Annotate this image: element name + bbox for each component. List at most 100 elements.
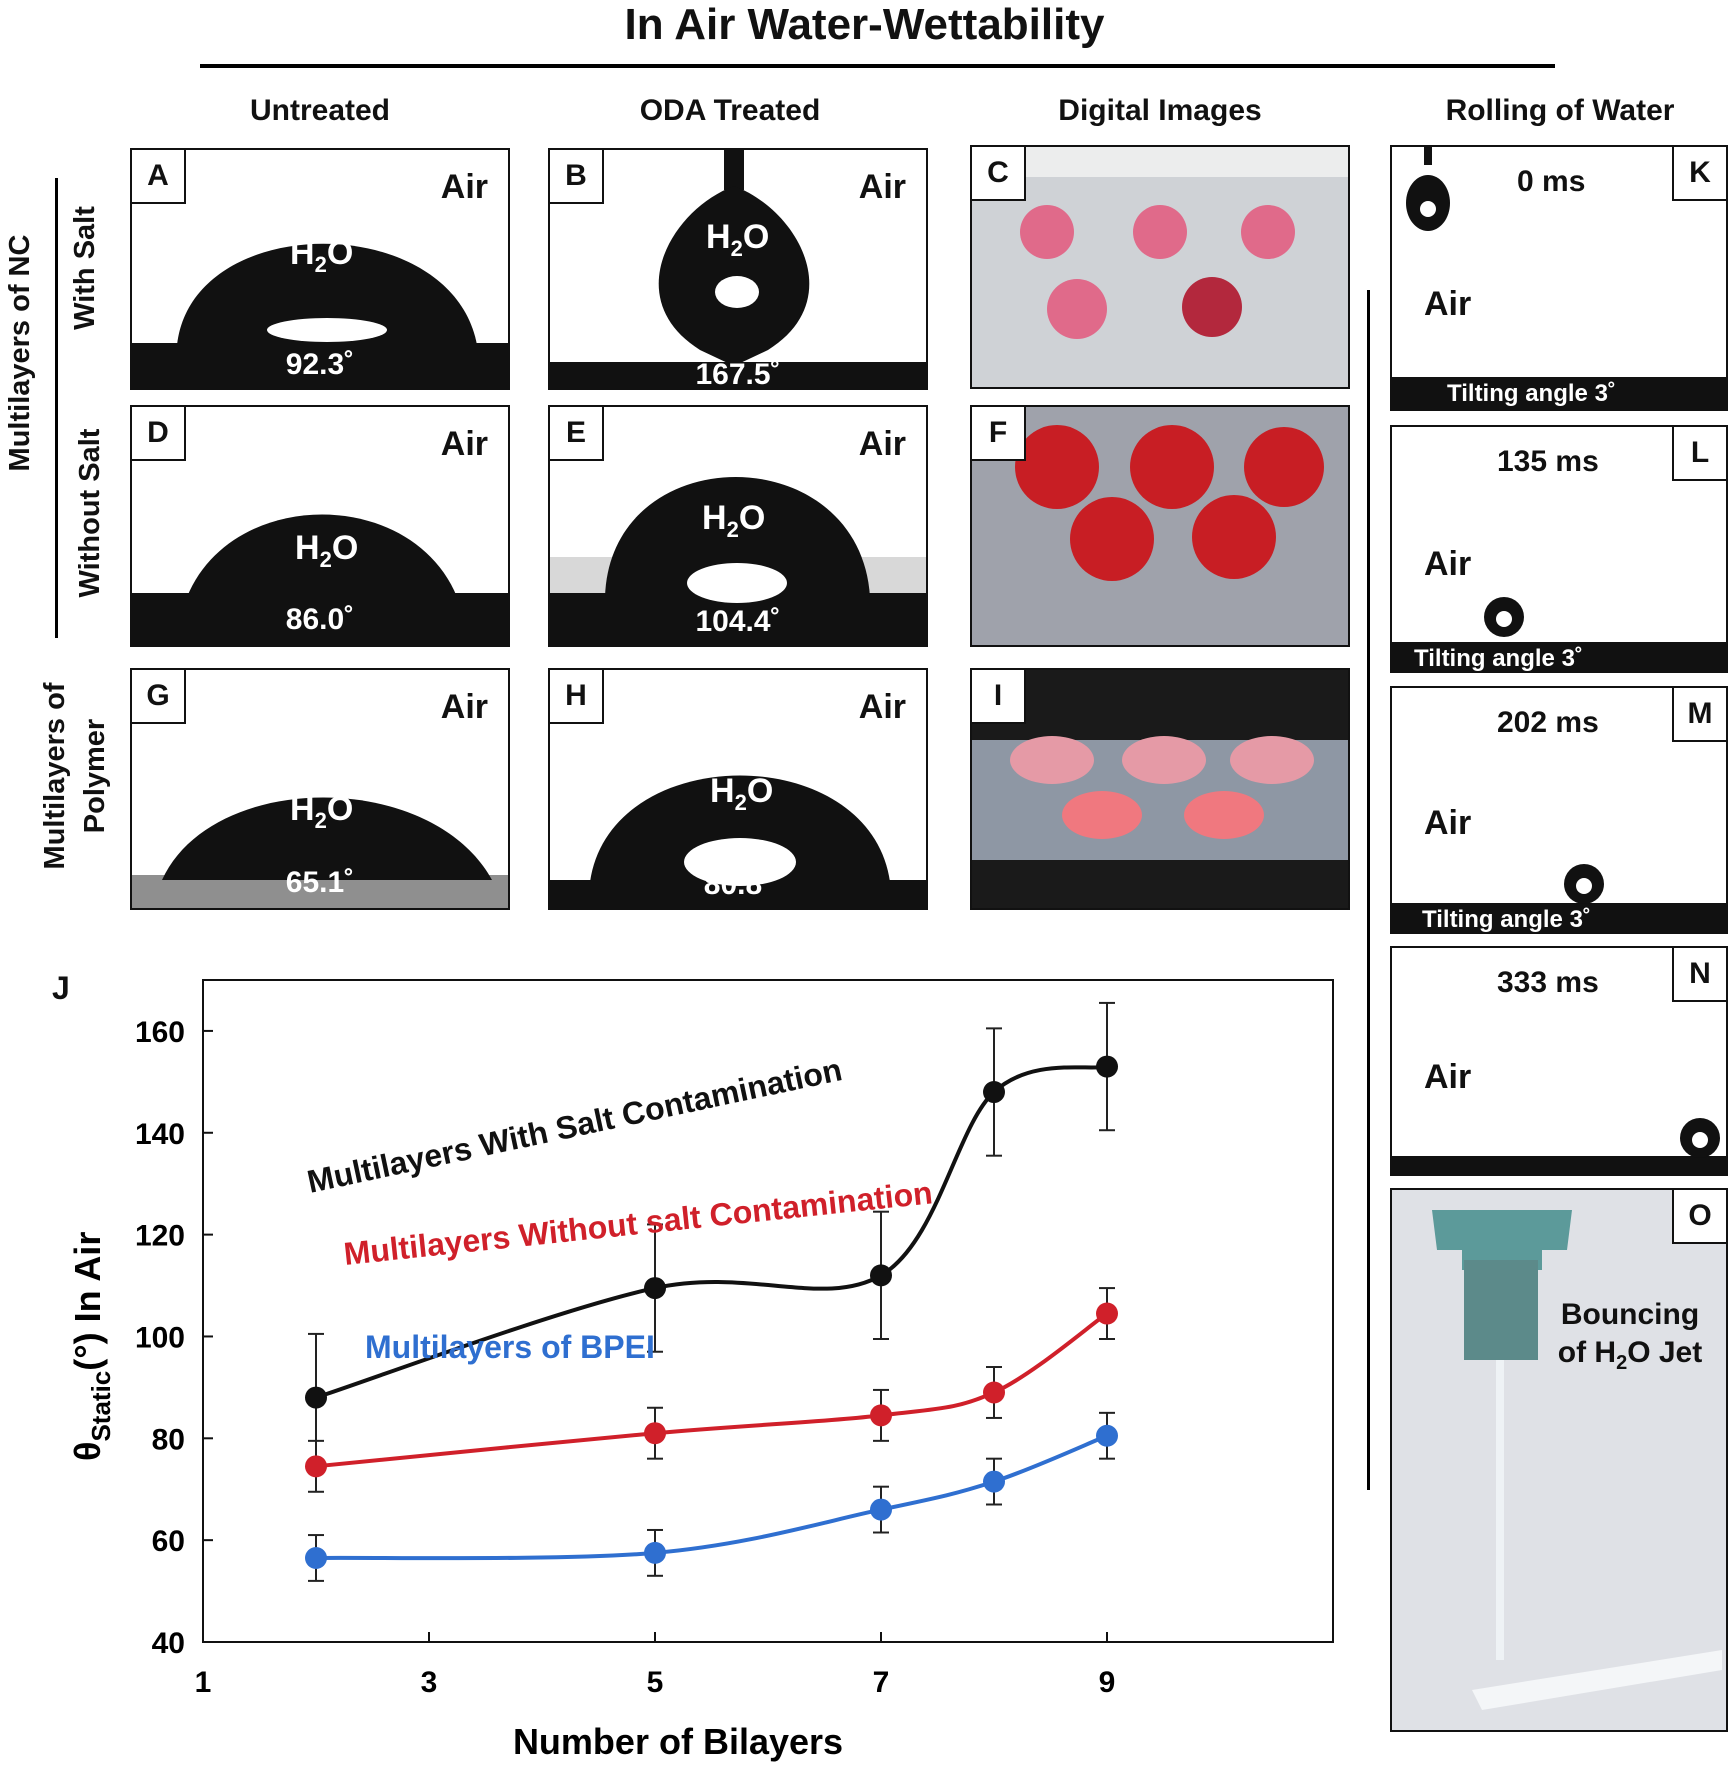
contact-angle: 167.5˚: [695, 358, 781, 390]
series-label: Multilayers Without salt Contamination: [342, 1174, 934, 1272]
series-label: Multilayers of BPEI: [365, 1329, 655, 1365]
title-rule: [200, 64, 1555, 68]
data-point: [870, 1498, 892, 1521]
y-tick-label: 160: [135, 1016, 185, 1049]
x-tick-label: 5: [647, 1666, 664, 1699]
droplet-image-e: [550, 477, 926, 645]
data-point: [870, 1264, 892, 1287]
droplet-image-d: [132, 514, 508, 645]
plot-frame: [202, 979, 1334, 1643]
tilt-label: Tilting angle 3˚: [1414, 645, 1583, 672]
panel-n: N 333 ms Air: [1390, 946, 1728, 1176]
y-tick-label: 140: [135, 1118, 185, 1151]
contact-angle: 92.3˚: [285, 348, 355, 381]
droplet-image-h: [550, 775, 926, 908]
x-axis-label: Number of Bilayers: [513, 1721, 843, 1762]
time-label: 333 ms: [1497, 966, 1599, 999]
h2o-label: H2O: [295, 529, 359, 572]
panel-label-j: J: [52, 970, 70, 1006]
data-point: [305, 1546, 327, 1569]
panel-label: F: [972, 407, 1026, 461]
air-label: Air: [1424, 285, 1472, 323]
x-tick-label: 7: [873, 1666, 890, 1699]
panel-h: H Air H2O 80.8˚: [548, 668, 928, 910]
x-tick-label: 9: [1099, 1666, 1116, 1699]
data-point: [870, 1404, 892, 1427]
panel-label: B: [550, 150, 604, 204]
row-label-with-salt: With Salt: [69, 206, 101, 330]
rolling-image-m: [1392, 864, 1726, 932]
data-point: [644, 1541, 666, 1564]
air-label: Air: [440, 168, 488, 206]
contact-angle: 80.8˚: [703, 868, 773, 901]
y-axis-label-theta: θ: [67, 1442, 108, 1461]
rolling-image-l: [1392, 597, 1726, 671]
photo-red-droplets-f: [972, 407, 1348, 645]
panel-label: L: [1672, 427, 1726, 481]
y-axis-label-sub: Static: [86, 1371, 116, 1442]
time-label: 135 ms: [1497, 445, 1599, 478]
x-tick-label: 3: [421, 1666, 438, 1699]
wettability-line-chart: 40 60 80 100 120 140 160 1 3 5 7 9 Number of Bilayer…: [67, 979, 1334, 1762]
panel-label: A: [132, 150, 186, 204]
y-tick-label: 120: [135, 1220, 185, 1253]
panel-m: M 202 ms Air Tilting angle 3˚: [1390, 686, 1728, 934]
tilt-label: Tilting angle 3˚: [1447, 380, 1616, 407]
data-point: [644, 1277, 666, 1300]
air-label: Air: [440, 688, 488, 726]
contact-angle: 86.0˚: [285, 603, 355, 636]
rolling-image-k: [1392, 147, 1726, 409]
row-label-polymer-line2: Polymer: [79, 718, 111, 834]
series-line-1: [315, 1311, 1109, 1469]
droplet-image-b: [550, 150, 926, 388]
y-tick-label: 80: [152, 1423, 185, 1456]
panel-label: D: [132, 407, 186, 461]
air-label: Air: [1424, 545, 1472, 583]
column-header-digital-images: Digital Images: [1058, 94, 1262, 127]
column-header-untreated: Untreated: [249, 94, 391, 127]
data-point: [644, 1422, 666, 1445]
data-point: [983, 1470, 1005, 1493]
panel-label: O: [1672, 1190, 1726, 1244]
panel-a: A Air H2O 92.3˚: [130, 148, 510, 390]
data-point: [1096, 1055, 1118, 1078]
panel-g: G Air H2O 65.1˚: [130, 668, 510, 910]
panel-label: C: [972, 147, 1026, 201]
panel-label: M: [1672, 688, 1726, 742]
data-point: [1096, 1424, 1118, 1447]
air-label: Air: [858, 688, 906, 726]
panel-d: D Air H2O 86.0˚: [130, 405, 510, 647]
h2o-label: H2O: [706, 218, 770, 261]
h2o-label: H2O: [290, 790, 354, 833]
x-tick-label: 1: [195, 1666, 212, 1699]
panel-label: K: [1672, 147, 1726, 201]
column-header-rolling-of-water: Rolling of Water: [1445, 94, 1675, 127]
droplet-image-a: [132, 243, 508, 388]
air-label: Air: [440, 425, 488, 463]
air-label: Air: [1424, 804, 1472, 842]
photo-pink-drops-i: [972, 736, 1348, 860]
panel-k: K 0 ms Air Tilting angle 3˚: [1390, 145, 1728, 411]
row-label-without-salt: Without Salt: [74, 428, 106, 598]
panel-i: I: [970, 668, 1350, 910]
tilt-label: Tilting angle 3˚: [1422, 906, 1591, 933]
photo-pink-droplets-c: [972, 147, 1348, 387]
series-line-2: [315, 1433, 1108, 1561]
photo-water-jet-o: [1392, 1190, 1726, 1730]
air-label: Air: [858, 425, 906, 463]
y-tick-label: 60: [152, 1525, 185, 1558]
figure-title: In Air Water-Wettability: [624, 0, 1105, 49]
panel-o: O Bouncing of H2O Jet: [1390, 1188, 1728, 1732]
y-tick-label: 40: [152, 1627, 185, 1660]
rolling-image-n: [1392, 1118, 1726, 1174]
panel-c: C: [970, 145, 1350, 389]
panel-b: B Air H2O 167.5˚: [548, 148, 928, 390]
contact-angle: 65.1˚: [285, 866, 355, 899]
panel-label: E: [550, 407, 604, 461]
bouncing-jet-label: Bouncing of H2O Jet: [1557, 1298, 1703, 1374]
y-axis-label: θStatic(°) In Air: [67, 1232, 116, 1461]
panel-label: N: [1672, 948, 1726, 1002]
panel-f: F: [970, 405, 1350, 647]
panel-label: G: [132, 670, 186, 724]
row-label-polymer-line1: Multilayers of: [39, 682, 71, 870]
